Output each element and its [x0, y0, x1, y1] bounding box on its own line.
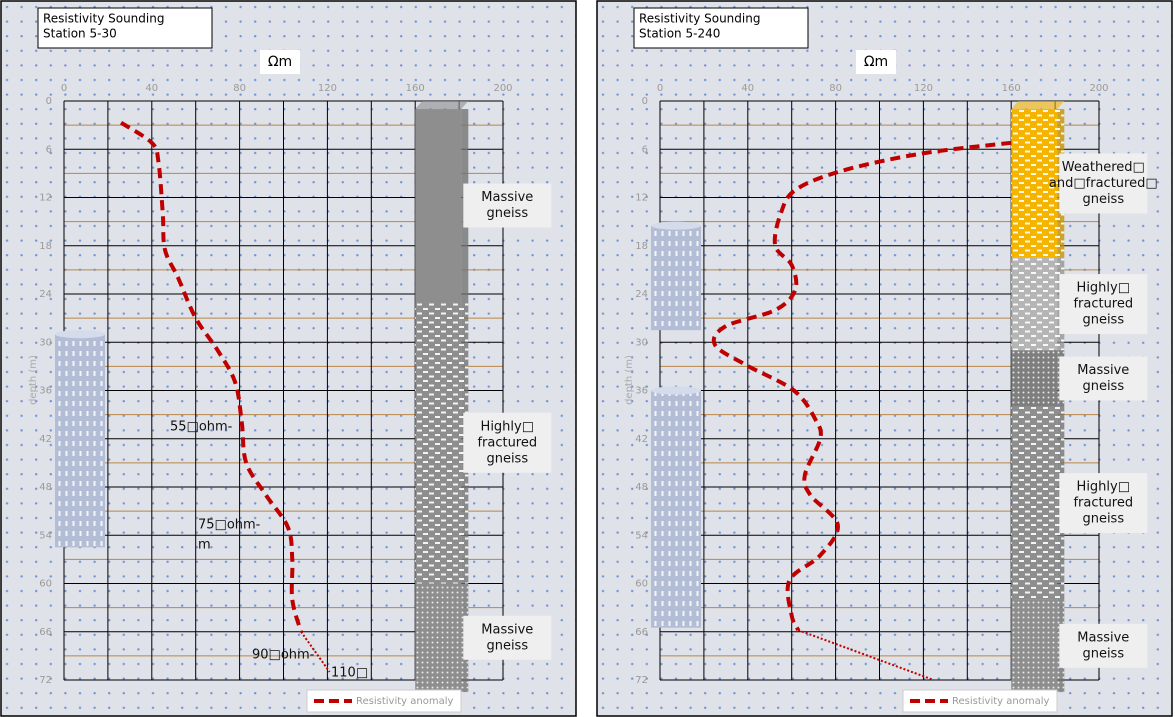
annotation: 90□ohm- [252, 648, 315, 663]
y-axis-label: depth (m) [624, 355, 635, 405]
zone-texture [55, 334, 105, 547]
y-tick-label: 66 [39, 627, 52, 638]
y-tick-label: 12 [39, 193, 52, 204]
column-label: Highly□ [1077, 480, 1130, 495]
column-label: Massive [1077, 630, 1129, 645]
x-tick-label: 0 [61, 83, 67, 94]
column-label: Highly□ [1077, 281, 1130, 296]
y-tick-label: 42 [635, 434, 648, 445]
x-tick-label: 160 [406, 83, 425, 94]
y-tick-label: 6 [642, 144, 648, 155]
column-label: fractured [1073, 496, 1133, 511]
zone-top [651, 222, 701, 230]
column-texture [1011, 258, 1064, 350]
x-tick-label: 160 [1002, 83, 1021, 94]
column-label: Highly□ [481, 419, 534, 434]
column-texture [415, 584, 468, 693]
x-tick-label: 200 [493, 83, 512, 94]
y-tick-label: 18 [635, 241, 648, 252]
legend-label: Resistivity anomaly [952, 696, 1049, 707]
column-label: gneiss [1082, 512, 1124, 527]
chart-title: Resistivity Sounding [639, 12, 760, 26]
column-texture [415, 302, 468, 583]
y-tick-label: 48 [635, 482, 648, 493]
y-tick-label: 36 [635, 386, 648, 397]
y-tick-label: 60 [635, 579, 648, 590]
column-label: gneiss [1082, 646, 1124, 661]
y-tick-label: 48 [39, 482, 52, 493]
x-tick-label: 120 [318, 83, 337, 94]
annotation: 110□ [331, 666, 368, 681]
annotation: 55□ohm- [170, 420, 233, 435]
annotation: m [198, 538, 211, 553]
zone-top [55, 330, 105, 338]
zone-top [651, 387, 701, 395]
x-axis-label: Ωm [864, 54, 888, 70]
column-label: and□fractured□ [1049, 176, 1158, 191]
y-axis-label: depth (m) [28, 355, 39, 405]
zone-texture [651, 391, 701, 628]
x-axis-label: Ωm [268, 54, 292, 70]
column-label: Massive [1077, 363, 1129, 378]
x-tick-label: 120 [914, 83, 933, 94]
figure: 06121824303642485460667204080120160200Ma… [0, 0, 1175, 717]
y-tick-label: 18 [39, 241, 52, 252]
column-label: gneiss [486, 451, 528, 466]
y-tick-label: 36 [39, 386, 52, 397]
column-label: gneiss [1082, 379, 1124, 394]
chart-panel: 0 6 12 18 24 30 36 42 48 54 60 66 72 0 40 80 120 160 200 Ma… [1, 1, 576, 716]
column-top [1011, 101, 1064, 109]
column-label: Massive [481, 190, 533, 205]
column-texture [1011, 407, 1064, 600]
y-tick-label: 0 [642, 96, 648, 107]
column-label: gneiss [486, 206, 528, 221]
chart-title: Station 5-240 [639, 27, 720, 41]
y-tick-label: 60 [39, 579, 52, 590]
page: {"chart_data": [ {"type": "line", "title… [0, 0, 1175, 717]
x-tick-label: 40 [741, 83, 754, 94]
y-tick-label: 72 [39, 675, 52, 686]
x-tick-label: 0 [657, 83, 663, 94]
annotation: 75□ohm- [198, 518, 261, 533]
chart-title: Station 5-30 [43, 27, 117, 41]
column-texture [1011, 600, 1064, 692]
column-label: Massive [481, 622, 533, 637]
y-tick-label: 54 [39, 530, 52, 541]
y-tick-label: 24 [635, 289, 648, 300]
column [415, 109, 461, 302]
x-tick-label: 200 [1089, 83, 1108, 94]
column-label: gneiss [1082, 313, 1124, 328]
y-tick-label: 30 [635, 337, 648, 348]
column-top [415, 101, 468, 109]
y-tick-label: 42 [39, 434, 52, 445]
column-label: gneiss [486, 638, 528, 653]
y-tick-label: 6 [46, 144, 52, 155]
y-tick-label: 54 [635, 530, 648, 541]
legend-label: Resistivity anomaly [356, 696, 453, 707]
column-label: fractured [1073, 297, 1133, 312]
y-tick-label: 24 [39, 289, 52, 300]
column-label: fractured [477, 435, 537, 450]
y-tick-label: 30 [39, 337, 52, 348]
y-tick-label: 72 [635, 675, 648, 686]
y-tick-label: 66 [635, 627, 648, 638]
column-label: gneiss [1082, 192, 1124, 207]
column-label: Weathered□ [1062, 160, 1145, 175]
y-tick-label: 0 [46, 96, 52, 107]
x-tick-label: 80 [233, 83, 246, 94]
zone-texture [651, 226, 701, 331]
column-texture [1011, 350, 1064, 406]
x-tick-label: 40 [145, 83, 158, 94]
chart-title: Resistivity Sounding [43, 12, 164, 26]
chart-panel: 0 6 12 18 24 30 36 42 48 54 60 66 72 0 40 80 120 160 200 We… [597, 1, 1172, 716]
y-tick-label: 12 [635, 193, 648, 204]
x-tick-label: 80 [829, 83, 842, 94]
